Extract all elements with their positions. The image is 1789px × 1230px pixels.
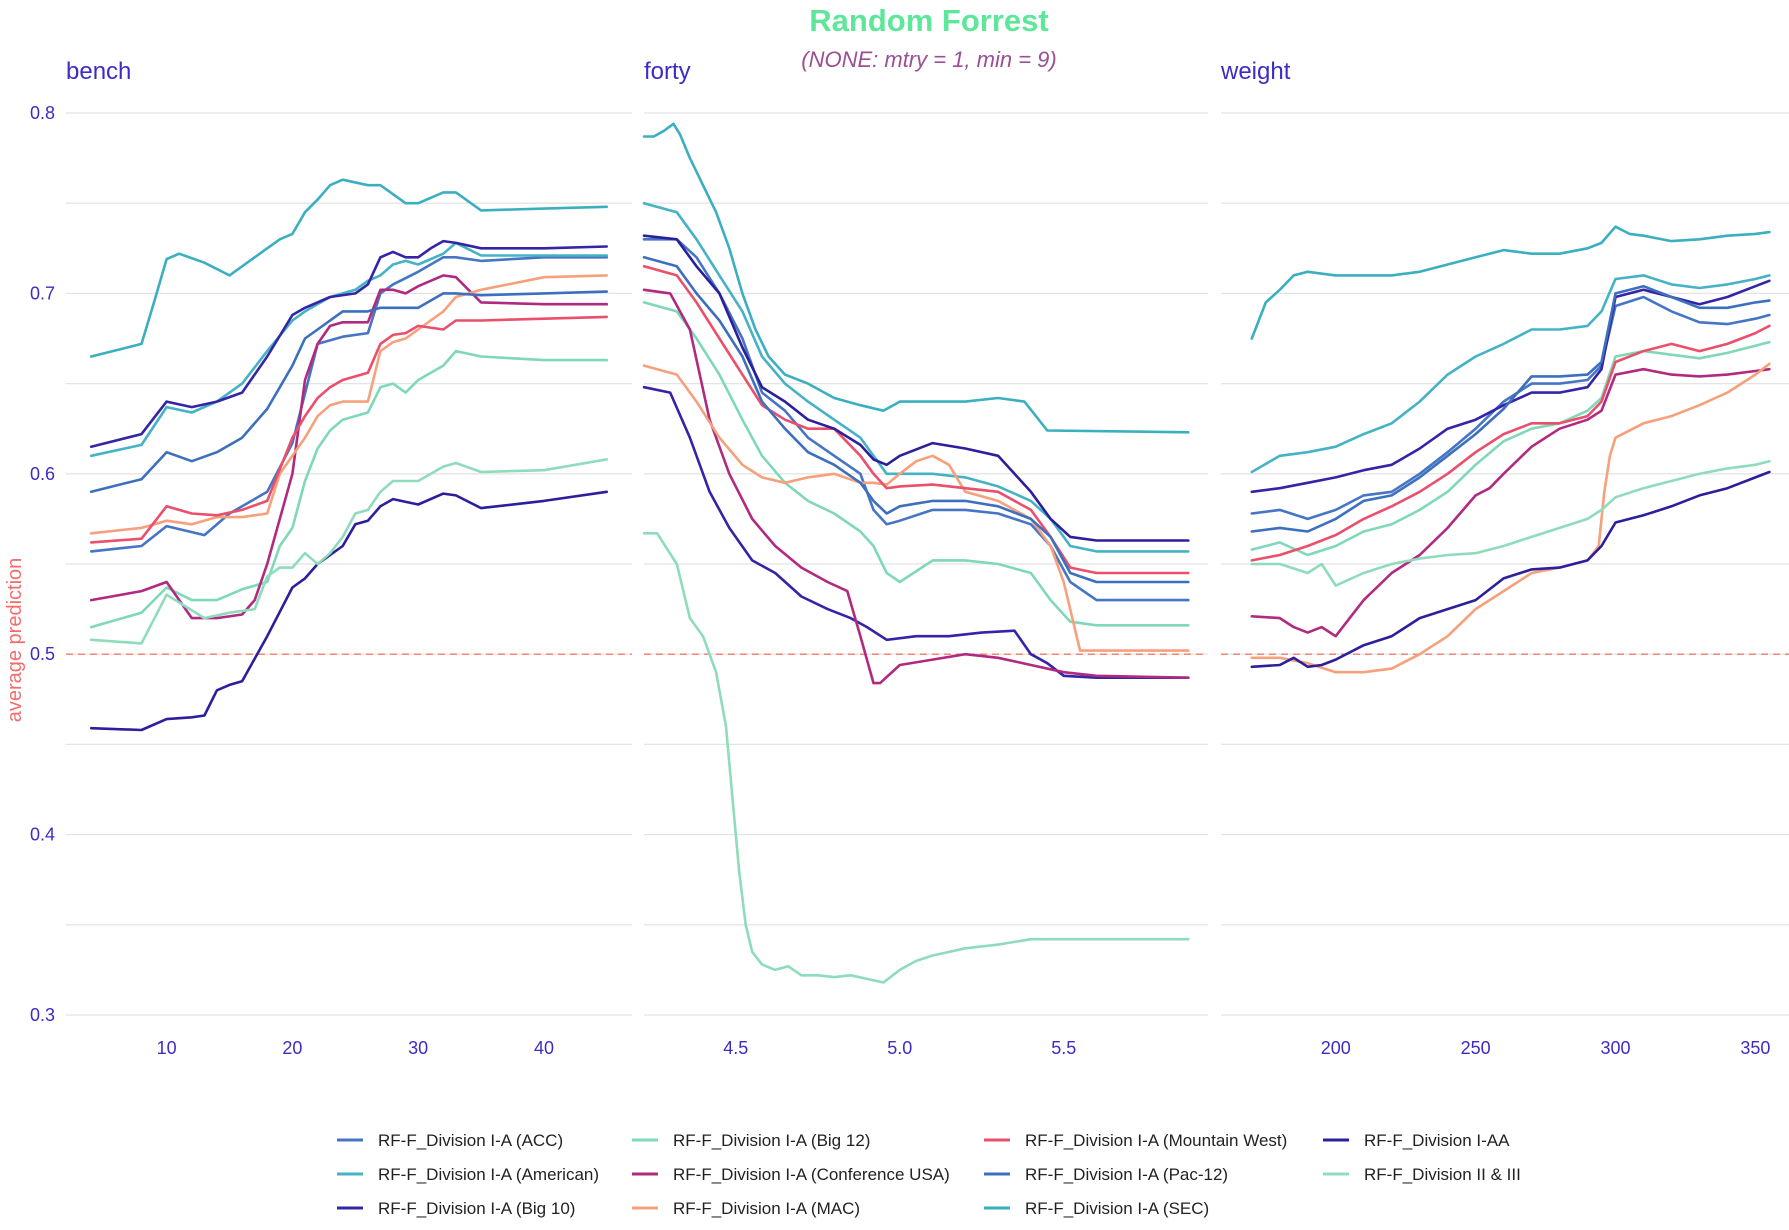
legend-item: RF-F_Division I-A (SEC) xyxy=(984,1199,1209,1218)
y-tick-label: 0.8 xyxy=(30,103,55,123)
y-tick-label: 0.6 xyxy=(30,464,55,484)
series-line-big-12 xyxy=(642,301,1190,627)
panel-forty: forty 4.5 5.0 5.5 xyxy=(642,58,1208,1058)
panel-bench: bench 10 20 30 40 0.3 0.4 0.5 0.6 0.7 0.8 xyxy=(30,58,632,1058)
series-line-mac xyxy=(1250,362,1771,674)
x-tick-label: 350 xyxy=(1740,1038,1770,1058)
legend-label: RF-F_Division I-A (American) xyxy=(378,1165,599,1184)
series-line-pac-12 xyxy=(642,255,1190,584)
legend: RF-F_Division I-A (ACC) RF-F_Division I-A… xyxy=(337,1131,1521,1218)
series-line-big-10 xyxy=(1250,279,1771,494)
series-line-i-aa xyxy=(642,234,1190,542)
legend-item: RF-F_Division I-A (Conference USA) xyxy=(632,1165,950,1184)
y-tick-label: 0.7 xyxy=(30,283,55,303)
legend-label: RF-F_Division I-A (Pac-12) xyxy=(1025,1165,1228,1184)
series-line-i-aa xyxy=(1250,470,1771,669)
series-line-ii-iii xyxy=(1250,459,1771,587)
legend-item: RF-F_Division I-A (American) xyxy=(337,1165,599,1184)
x-tick-label: 5.5 xyxy=(1051,1038,1076,1058)
series-line-conference-usa xyxy=(89,274,609,620)
legend-item: RF-F_Division II & III xyxy=(1323,1165,1521,1184)
series-line-big-12 xyxy=(89,349,609,629)
series-line-mountain-west xyxy=(642,264,1190,575)
x-tick-label: 250 xyxy=(1461,1038,1491,1058)
x-tick-label: 4.5 xyxy=(723,1038,748,1058)
y-axis-label: average prediction xyxy=(4,558,26,723)
x-tick-label: 300 xyxy=(1600,1038,1630,1058)
panel-title: bench xyxy=(66,58,131,85)
x-tick-label: 200 xyxy=(1321,1038,1351,1058)
series-line-american xyxy=(1250,274,1771,474)
legend-item: RF-F_Division I-A (Big 12) xyxy=(632,1131,870,1150)
series-line-ii-iii xyxy=(642,531,1190,984)
panel-weight: weight 200 250 300 350 xyxy=(1220,58,1789,1058)
x-tick-label: 30 xyxy=(408,1038,428,1058)
legend-label: RF-F_Division I-A (Big 10) xyxy=(378,1199,575,1218)
chart-title: Random Forrest xyxy=(809,3,1048,38)
x-tick-label: 20 xyxy=(282,1038,302,1058)
legend-label: RF-F_Division I-A (Conference USA) xyxy=(673,1165,950,1184)
legend-label: RF-F_Division II & III xyxy=(1364,1165,1521,1184)
legend-label: RF-F_Division I-A (Big 12) xyxy=(673,1131,870,1150)
series-line-pac-12 xyxy=(89,290,609,494)
legend-label: RF-F_Division I-A (Mountain West) xyxy=(1025,1131,1287,1150)
series-line-pac-12 xyxy=(1250,284,1771,533)
series-line-mountain-west xyxy=(89,315,609,544)
series-line-ii-iii xyxy=(89,458,609,645)
legend-item: RF-F_Division I-A (Pac-12) xyxy=(984,1165,1228,1184)
facet-panels: bench 10 20 30 40 0.3 0.4 0.5 0.6 0.7 0.8 forty 4.5 5… xyxy=(30,58,1789,1058)
legend-item: RF-F_Division I-AA xyxy=(1323,1131,1510,1150)
panel-title: forty xyxy=(644,58,691,85)
series-line-acc xyxy=(89,255,609,553)
legend-label: RF-F_Division I-AA xyxy=(1364,1131,1510,1150)
series-line-acc xyxy=(1250,295,1771,521)
series-line-mac xyxy=(642,364,1190,652)
x-tick-label: 5.0 xyxy=(887,1038,912,1058)
legend-item: RF-F_Division I-A (MAC) xyxy=(632,1199,860,1218)
y-tick-label: 0.5 xyxy=(30,644,55,664)
y-tick-label: 0.4 xyxy=(30,825,55,845)
panel-title: weight xyxy=(1220,58,1291,85)
legend-item: RF-F_Division I-A (Big 10) xyxy=(337,1199,575,1218)
y-tick-label: 0.3 xyxy=(30,1005,55,1025)
chart-subtitle: (NONE: mtry = 1, min = 9) xyxy=(801,47,1057,72)
series-line-big-10 xyxy=(89,239,609,449)
legend-item: RF-F_Division I-A (ACC) xyxy=(337,1131,563,1150)
series-line-mac xyxy=(89,274,609,535)
series-line-american xyxy=(642,201,1190,553)
series-line-conference-usa xyxy=(642,288,1190,685)
series-line-conference-usa xyxy=(1250,367,1771,638)
series-line-sec xyxy=(89,178,609,358)
series-line-big-12 xyxy=(1250,340,1771,557)
series-line-american xyxy=(89,241,609,458)
legend-label: RF-F_Division I-A (MAC) xyxy=(673,1199,860,1218)
legend-label: RF-F_Division I-A (ACC) xyxy=(378,1131,563,1150)
legend-label: RF-F_Division I-A (SEC) xyxy=(1025,1199,1209,1218)
legend-item: RF-F_Division I-A (Mountain West) xyxy=(984,1131,1287,1150)
series-line-sec xyxy=(642,122,1190,434)
x-tick-label: 40 xyxy=(534,1038,554,1058)
series-line-mountain-west xyxy=(1250,324,1771,562)
series-line-sec xyxy=(1250,225,1771,340)
x-tick-label: 10 xyxy=(157,1038,177,1058)
series-line-big-10 xyxy=(642,385,1190,680)
